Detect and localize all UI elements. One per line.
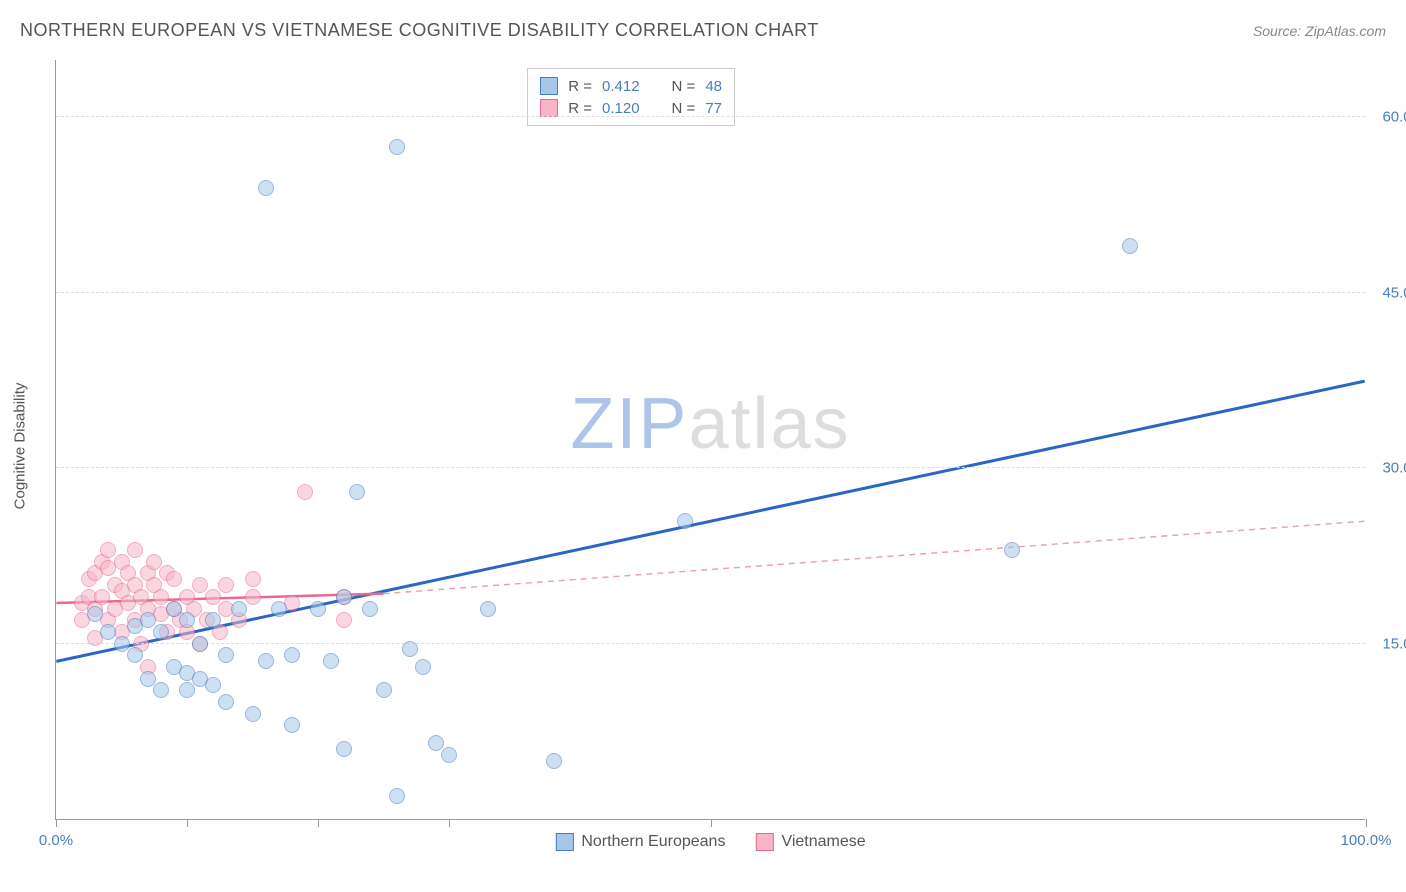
legend-r-value: 0.120 — [602, 100, 640, 117]
scatter-point-northern-european — [677, 513, 693, 529]
legend-r-value: 0.412 — [602, 78, 640, 95]
scatter-point-vietnamese — [166, 571, 182, 587]
y-tick-label: 15.0% — [1382, 635, 1406, 652]
scatter-point-northern-european — [336, 589, 352, 605]
x-tick-label: 100.0% — [1341, 832, 1392, 849]
chart-plot-area: ZIPatlas R =0.412N =48R =0.120N =77 Nort… — [55, 60, 1365, 820]
scatter-point-vietnamese — [218, 577, 234, 593]
scatter-point-vietnamese — [146, 554, 162, 570]
scatter-point-northern-european — [231, 601, 247, 617]
gridline — [56, 467, 1365, 468]
scatter-point-northern-european — [441, 747, 457, 763]
scatter-point-northern-european — [114, 636, 130, 652]
scatter-point-northern-european — [323, 653, 339, 669]
scatter-point-northern-european — [376, 682, 392, 698]
x-tick — [1366, 819, 1367, 827]
scatter-point-northern-european — [1004, 542, 1020, 558]
legend-swatch — [555, 833, 573, 851]
legend-swatch — [540, 99, 558, 117]
trend-line — [383, 521, 1364, 593]
scatter-point-northern-european — [402, 641, 418, 657]
legend-n-label: N = — [672, 78, 696, 95]
legend-swatch — [540, 77, 558, 95]
scatter-point-northern-european — [1122, 238, 1138, 254]
scatter-point-northern-european — [166, 601, 182, 617]
scatter-point-vietnamese — [205, 589, 221, 605]
scatter-point-northern-european — [205, 612, 221, 628]
x-tick — [56, 819, 57, 827]
scatter-point-northern-european — [389, 139, 405, 155]
legend-series-item: Northern Europeans — [555, 833, 725, 851]
legend-r-label: R = — [568, 78, 592, 95]
legend-series-label: Northern Europeans — [581, 833, 725, 851]
legend-r-label: R = — [568, 100, 592, 117]
source-label: Source: ZipAtlas.com — [1253, 23, 1386, 39]
scatter-point-northern-european — [428, 735, 444, 751]
scatter-point-northern-european — [140, 671, 156, 687]
x-tick — [449, 819, 450, 827]
scatter-point-northern-european — [546, 753, 562, 769]
scatter-point-vietnamese — [100, 542, 116, 558]
legend-series-item: Vietnamese — [755, 833, 865, 851]
chart-header: NORTHERN EUROPEAN VS VIETNAMESE COGNITIV… — [20, 20, 1386, 41]
scatter-point-northern-european — [415, 659, 431, 675]
x-tick — [318, 819, 319, 827]
y-tick-label: 60.0% — [1382, 109, 1406, 126]
scatter-point-northern-european — [258, 180, 274, 196]
gridline — [56, 643, 1365, 644]
scatter-point-northern-european — [389, 788, 405, 804]
scatter-point-northern-european — [336, 741, 352, 757]
scatter-point-northern-european — [205, 677, 221, 693]
scatter-point-northern-european — [245, 706, 261, 722]
y-tick-label: 45.0% — [1382, 284, 1406, 301]
legend-n-label: N = — [672, 100, 696, 117]
scatter-point-northern-european — [218, 647, 234, 663]
scatter-point-vietnamese — [297, 484, 313, 500]
scatter-point-vietnamese — [336, 612, 352, 628]
scatter-point-northern-european — [310, 601, 326, 617]
trend-line — [56, 381, 1364, 661]
scatter-point-vietnamese — [245, 571, 261, 587]
scatter-point-northern-european — [258, 653, 274, 669]
x-tick-label: 0.0% — [39, 832, 73, 849]
y-axis-label: Cognitive Disability — [12, 383, 29, 510]
gridline — [56, 116, 1365, 117]
legend-series-label: Vietnamese — [781, 833, 865, 851]
scatter-point-vietnamese — [94, 589, 110, 605]
scatter-point-northern-european — [271, 601, 287, 617]
series-legend: Northern Europeans Vietnamese — [555, 833, 865, 851]
scatter-point-northern-european — [140, 612, 156, 628]
scatter-point-northern-european — [153, 682, 169, 698]
legend-swatch — [755, 833, 773, 851]
scatter-point-northern-european — [362, 601, 378, 617]
x-tick — [711, 819, 712, 827]
legend-n-value: 77 — [705, 100, 722, 117]
gridline — [56, 292, 1365, 293]
scatter-point-vietnamese — [192, 577, 208, 593]
chart-title: NORTHERN EUROPEAN VS VIETNAMESE COGNITIV… — [20, 20, 819, 41]
scatter-point-northern-european — [179, 682, 195, 698]
scatter-point-northern-european — [127, 647, 143, 663]
scatter-point-northern-european — [153, 624, 169, 640]
scatter-point-northern-european — [284, 717, 300, 733]
scatter-point-vietnamese — [245, 589, 261, 605]
scatter-point-vietnamese — [127, 542, 143, 558]
legend-row: R = 0.412 N = 48 — [540, 75, 722, 97]
scatter-point-northern-european — [480, 601, 496, 617]
scatter-point-northern-european — [179, 612, 195, 628]
y-tick-label: 30.0% — [1382, 460, 1406, 477]
scatter-point-northern-european — [100, 624, 116, 640]
scatter-point-northern-european — [284, 647, 300, 663]
scatter-point-vietnamese — [153, 589, 169, 605]
x-tick — [187, 819, 188, 827]
scatter-point-northern-european — [218, 694, 234, 710]
legend-n-value: 48 — [705, 78, 722, 95]
scatter-point-northern-european — [349, 484, 365, 500]
scatter-point-northern-european — [87, 606, 103, 622]
scatter-point-northern-european — [192, 636, 208, 652]
